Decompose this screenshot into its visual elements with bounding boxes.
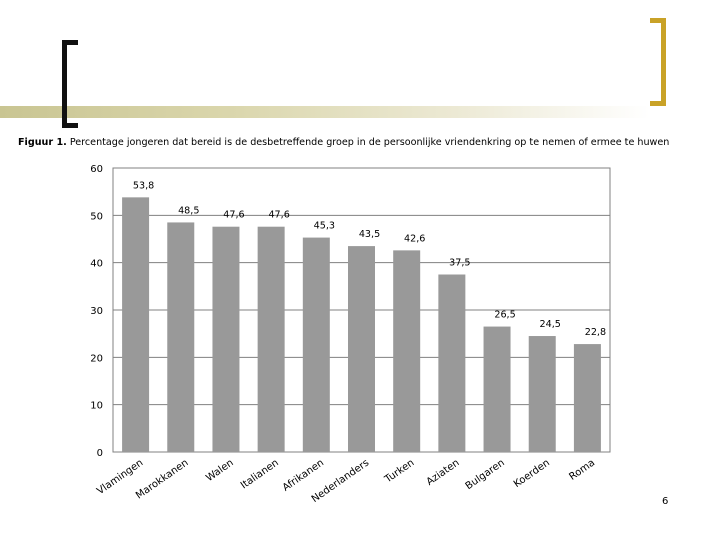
y-tick-label: 0 bbox=[97, 448, 103, 459]
caption-label: Figuur 1. bbox=[18, 137, 67, 148]
data-label: 24,5 bbox=[540, 319, 561, 330]
data-label: 26,5 bbox=[494, 310, 515, 321]
data-label: 48,5 bbox=[178, 205, 199, 216]
bar bbox=[528, 336, 556, 452]
decorative-band bbox=[0, 106, 650, 118]
bar bbox=[483, 326, 511, 452]
caption-text: Percentage jongeren dat bereid is de des… bbox=[69, 137, 670, 148]
y-tick-label: 20 bbox=[90, 353, 103, 364]
x-tick-label: Roma bbox=[567, 457, 597, 482]
data-label: 42,6 bbox=[404, 233, 425, 244]
x-tick-label: Bulgaren bbox=[464, 457, 507, 492]
bar bbox=[393, 250, 421, 452]
y-tick-label: 10 bbox=[90, 401, 103, 412]
y-tick-label: 60 bbox=[90, 164, 103, 175]
data-label: 43,5 bbox=[359, 229, 380, 240]
bar bbox=[348, 246, 375, 452]
page-number: 6 bbox=[662, 496, 669, 507]
data-label: 22,8 bbox=[585, 327, 606, 338]
right-bracket-decoration bbox=[650, 18, 666, 106]
x-tick-label: Walen bbox=[204, 457, 235, 484]
left-bracket-decoration bbox=[62, 40, 78, 128]
bar bbox=[122, 197, 150, 452]
bar bbox=[167, 222, 195, 452]
y-tick-label: 30 bbox=[90, 306, 103, 317]
bar bbox=[438, 274, 466, 452]
bar bbox=[302, 237, 330, 452]
bar bbox=[257, 226, 285, 452]
figure-caption: Figuur 1. Percentage jongeren dat bereid… bbox=[18, 137, 718, 148]
y-tick-label: 50 bbox=[90, 211, 103, 222]
data-label: 37,5 bbox=[449, 258, 470, 269]
x-tick-label: Koerden bbox=[512, 457, 552, 490]
x-tick-label: Turken bbox=[382, 457, 416, 485]
data-label: 45,3 bbox=[314, 221, 335, 232]
x-tick-label: Italianen bbox=[239, 457, 281, 491]
data-label: 47,6 bbox=[268, 210, 289, 221]
x-tick-label: Aziaten bbox=[425, 457, 462, 487]
y-tick-label: 40 bbox=[90, 259, 103, 270]
bar bbox=[573, 344, 601, 452]
data-label: 47,6 bbox=[223, 210, 244, 221]
data-label: 53,8 bbox=[133, 180, 154, 191]
bar bbox=[212, 226, 240, 452]
